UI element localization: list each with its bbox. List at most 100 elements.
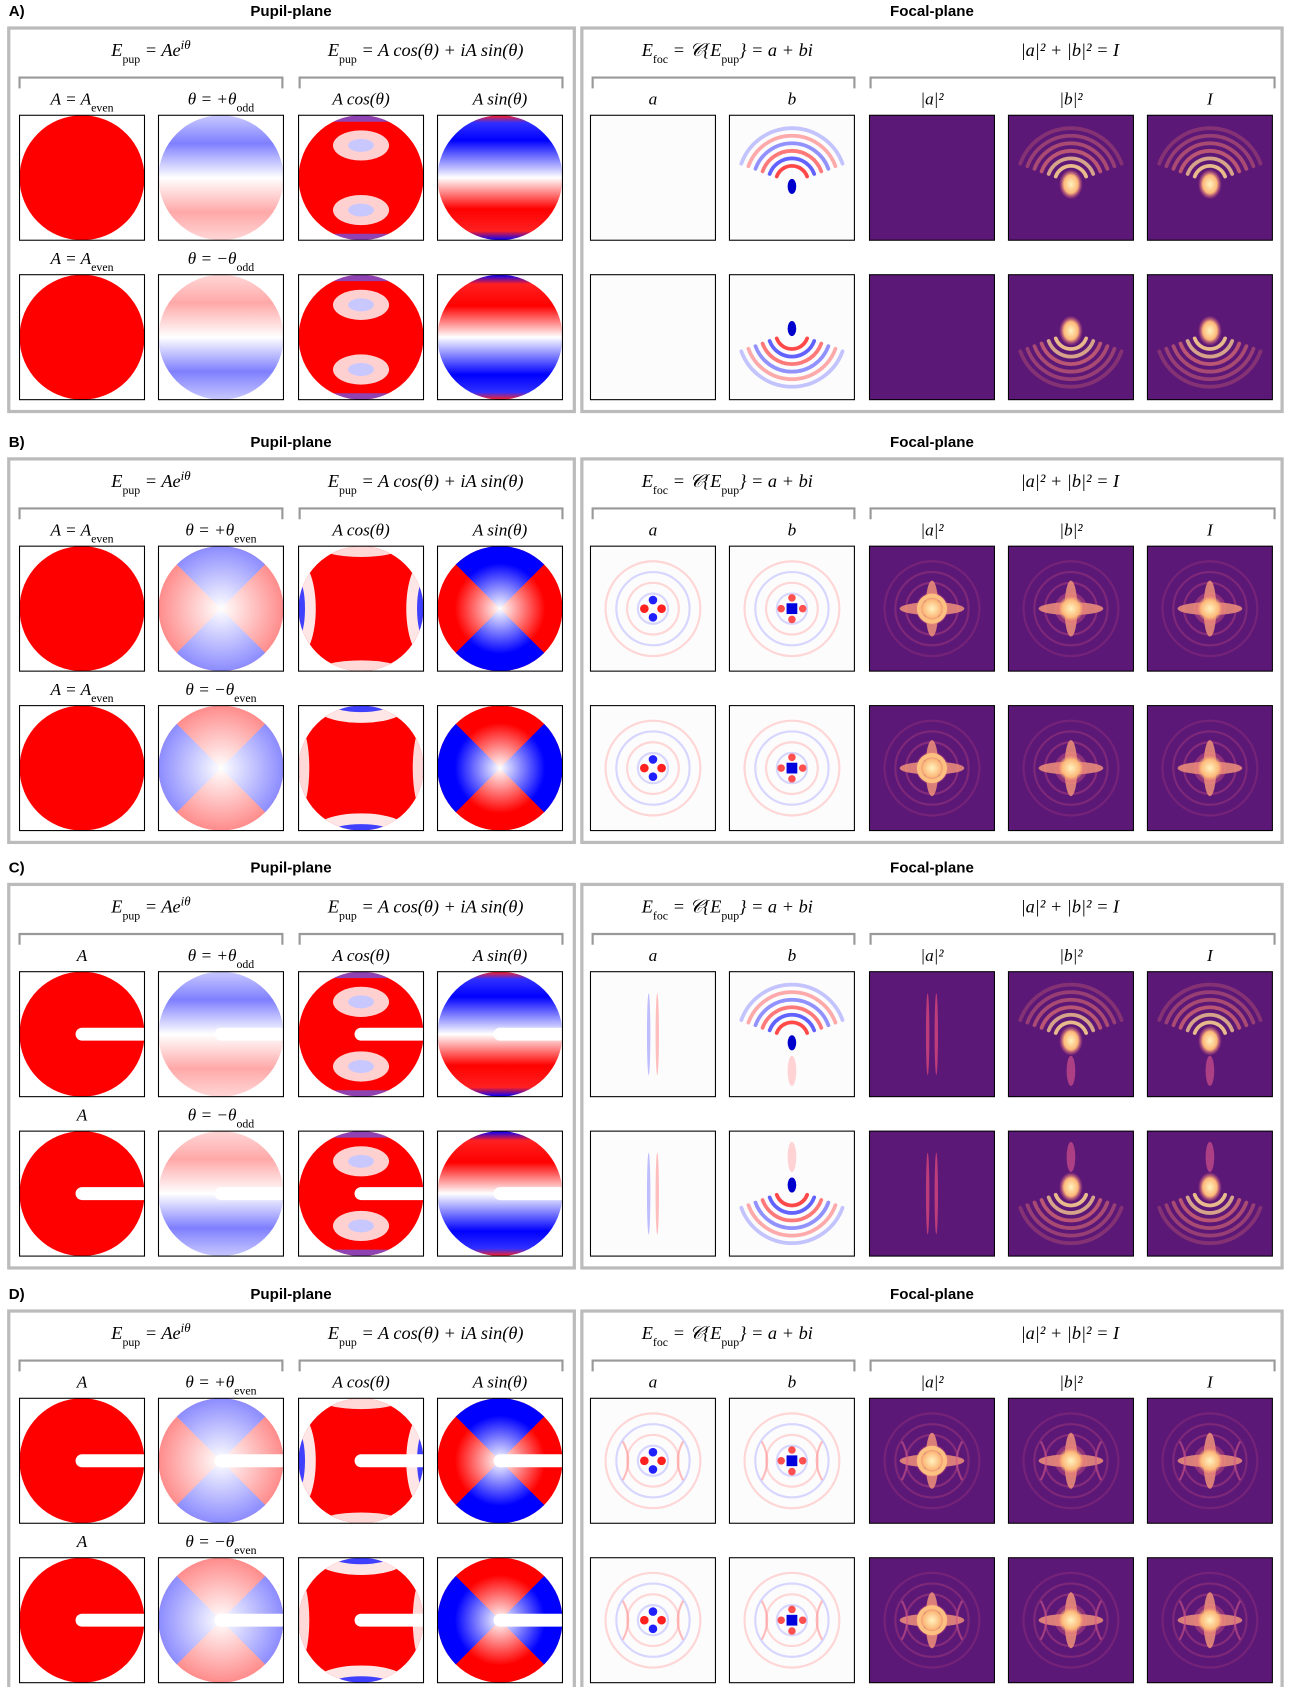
image-border [18, 1557, 146, 1684]
pupil-pattern [158, 546, 284, 672]
equation: Epup = Aeiθ [110, 893, 191, 923]
focal-content [1147, 1557, 1273, 1683]
column-label: A sin(θ) [472, 946, 528, 965]
pupil-image [436, 1130, 564, 1257]
ring [1039, 1198, 1103, 1223]
core [1198, 1172, 1222, 1203]
math-part: E [327, 1323, 339, 1343]
ring [1032, 997, 1110, 1028]
image-border [728, 705, 855, 832]
pupil-content [19, 971, 145, 1097]
ring [1178, 1198, 1242, 1223]
image-border [1007, 1397, 1134, 1524]
image-border [157, 1130, 284, 1257]
math-part: = A cos(θ) + iA sin(θ) [357, 896, 524, 917]
column-label: A sin(θ) [472, 89, 528, 108]
core [1059, 315, 1083, 346]
pupil-image [298, 1130, 425, 1257]
lobe [657, 1615, 666, 1625]
math-part: = A cos(θ) + iA sin(θ) [357, 471, 524, 492]
pupil-content [298, 274, 424, 400]
slit [214, 1613, 284, 1627]
fringe [655, 1152, 659, 1235]
pupil-image [436, 274, 564, 401]
focal-image [1007, 1397, 1134, 1524]
image-border [436, 274, 564, 401]
ring [739, 1205, 845, 1246]
cos-field [298, 546, 424, 672]
focal-pattern [646, 1152, 659, 1235]
image-border [157, 971, 284, 1098]
pupil-content [437, 1398, 563, 1524]
lobe [777, 1457, 785, 1465]
cos-edge-core [333, 1557, 390, 1565]
math-part: even [234, 531, 256, 545]
lobe [798, 604, 807, 613]
fringe [646, 1152, 651, 1235]
math-part: even [234, 1384, 256, 1398]
pupil-image [157, 1130, 284, 1257]
math-part: iθ [181, 893, 192, 908]
math-part: θ = −θ [185, 1532, 234, 1551]
lobe [648, 595, 658, 605]
cos-lobe-core [348, 995, 374, 1009]
lobe [648, 1447, 658, 1457]
pupil-content [298, 1131, 424, 1257]
ring [1178, 1005, 1242, 1030]
ring-core [916, 1605, 948, 1636]
pupil-content [158, 705, 284, 831]
pupil-image [18, 1557, 146, 1684]
image-border [298, 705, 425, 832]
phase-top [158, 115, 284, 178]
slit-wing [900, 1600, 964, 1641]
cos-lobe-core [348, 138, 374, 152]
pupil-image [436, 545, 564, 672]
focal-image [868, 705, 995, 832]
math-part: A = A [50, 520, 92, 539]
fringe [925, 1152, 930, 1235]
amplitude [19, 274, 145, 400]
focal-pattern [743, 560, 841, 658]
column-label: a [649, 520, 658, 539]
ring [1053, 164, 1089, 179]
focal-content [729, 1131, 855, 1257]
ring [774, 1192, 810, 1208]
image-border [728, 1397, 855, 1524]
pupil-image [298, 1397, 425, 1524]
focal-image [728, 705, 855, 832]
phase-bottom [158, 274, 284, 338]
ring [1018, 349, 1124, 389]
image-border [1146, 1557, 1273, 1684]
pupil-image [157, 274, 284, 401]
core [916, 753, 948, 784]
phase-top [158, 971, 284, 1035]
focal-pattern [743, 1412, 841, 1510]
image-border [589, 705, 716, 832]
focal-image [1146, 1130, 1273, 1257]
pupil-pattern [437, 546, 563, 672]
ring [1025, 990, 1117, 1025]
row-label: A = Aeven [50, 249, 114, 274]
image-border [436, 1557, 564, 1684]
pupil-image [298, 545, 425, 672]
core [1194, 753, 1225, 784]
math-part: A = A [50, 680, 92, 699]
focal-pattern [1157, 315, 1263, 389]
ring [883, 560, 981, 658]
ring [883, 1571, 981, 1669]
pupil-frame [7, 457, 576, 845]
focal-title: Focal-plane [890, 434, 974, 451]
column-label: b [788, 1373, 797, 1392]
row-label: A = Aeven [50, 520, 114, 545]
image-border [728, 1557, 855, 1684]
focal-pattern [1022, 719, 1120, 817]
focal-image [589, 1130, 716, 1257]
ring [760, 341, 824, 366]
focal-bg [590, 1557, 716, 1683]
image-border [436, 1397, 564, 1524]
slit-wing [1039, 1440, 1103, 1481]
cos-lobe-core [348, 203, 374, 217]
ring [1164, 346, 1256, 382]
math-part: A [76, 1532, 88, 1551]
math-part: E [641, 471, 653, 491]
